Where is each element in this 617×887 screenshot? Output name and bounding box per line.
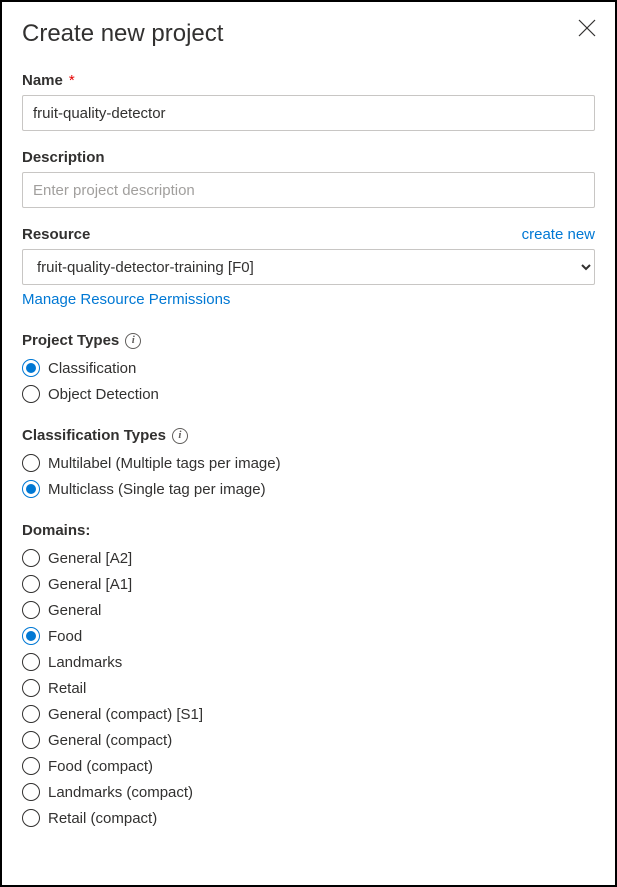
domain-radio-item[interactable]: Retail (compact) — [22, 809, 595, 827]
radio-label: Multilabel (Multiple tags per image) — [48, 455, 281, 472]
domain-radio-item[interactable]: General (compact) [S1] — [22, 705, 595, 723]
radio-label: Retail (compact) — [48, 810, 157, 827]
domain-radio-item[interactable]: Landmarks (compact) — [22, 783, 595, 801]
radio-circle — [22, 653, 40, 671]
radio-label: Food — [48, 628, 82, 645]
name-label: Name * — [22, 72, 595, 89]
radio-label: General (compact) [S1] — [48, 706, 203, 723]
radio-circle — [22, 627, 40, 645]
domain-radio-item[interactable]: Food — [22, 627, 595, 645]
name-input[interactable] — [22, 95, 595, 131]
classification-types-group: Multilabel (Multiple tags per image) Mult… — [22, 454, 595, 498]
classification-type-radio-item[interactable]: Multiclass (Single tag per image) — [22, 480, 595, 498]
project-types-group: Classification Object Detection — [22, 359, 595, 403]
radio-circle — [22, 783, 40, 801]
description-input[interactable] — [22, 172, 595, 208]
radio-circle — [22, 454, 40, 472]
radio-circle — [22, 705, 40, 723]
required-indicator: * — [69, 72, 75, 89]
close-button[interactable] — [575, 16, 599, 40]
project-types-label: Project Types i — [22, 332, 595, 349]
radio-circle — [22, 731, 40, 749]
manage-permissions-link[interactable]: Manage Resource Permissions — [22, 291, 595, 308]
radio-label: Multiclass (Single tag per image) — [48, 481, 266, 498]
description-label: Description — [22, 149, 595, 166]
domain-radio-item[interactable]: General [A1] — [22, 575, 595, 593]
radio-label: Landmarks — [48, 654, 122, 671]
dialog-title: Create new project — [22, 20, 595, 48]
radio-label: Food (compact) — [48, 758, 153, 775]
domain-radio-item[interactable]: Retail — [22, 679, 595, 697]
radio-circle — [22, 480, 40, 498]
info-icon[interactable]: i — [172, 428, 188, 444]
project-types-label-text: Project Types — [22, 332, 119, 349]
radio-circle — [22, 757, 40, 775]
radio-circle — [22, 679, 40, 697]
close-icon — [578, 19, 596, 37]
resource-label: Resource — [22, 226, 90, 243]
create-new-link[interactable]: create new — [522, 226, 595, 243]
radio-circle — [22, 359, 40, 377]
radio-circle — [22, 809, 40, 827]
radio-label: General [A1] — [48, 576, 132, 593]
radio-label: General (compact) — [48, 732, 172, 749]
domain-radio-item[interactable]: Food (compact) — [22, 757, 595, 775]
classification-types-label-text: Classification Types — [22, 427, 166, 444]
domain-radio-item[interactable]: General — [22, 601, 595, 619]
radio-circle — [22, 575, 40, 593]
radio-label: Classification — [48, 360, 136, 377]
domains-label: Domains: — [22, 522, 595, 539]
radio-label: Landmarks (compact) — [48, 784, 193, 801]
radio-circle — [22, 601, 40, 619]
radio-label: General [A2] — [48, 550, 132, 567]
radio-circle — [22, 385, 40, 403]
project-type-radio-item[interactable]: Object Detection — [22, 385, 595, 403]
name-label-text: Name — [22, 72, 63, 89]
domain-radio-item[interactable]: Landmarks — [22, 653, 595, 671]
resource-select[interactable]: fruit-quality-detector-training [F0] — [22, 249, 595, 285]
radio-label: General — [48, 602, 101, 619]
info-icon[interactable]: i — [125, 333, 141, 349]
project-type-radio-item[interactable]: Classification — [22, 359, 595, 377]
domains-group: General [A2] General [A1] General Food Landm… — [22, 549, 595, 827]
radio-label: Retail — [48, 680, 86, 697]
radio-label: Object Detection — [48, 386, 159, 403]
domain-radio-item[interactable]: General (compact) — [22, 731, 595, 749]
classification-types-label: Classification Types i — [22, 427, 595, 444]
domain-radio-item[interactable]: General [A2] — [22, 549, 595, 567]
classification-type-radio-item[interactable]: Multilabel (Multiple tags per image) — [22, 454, 595, 472]
radio-circle — [22, 549, 40, 567]
